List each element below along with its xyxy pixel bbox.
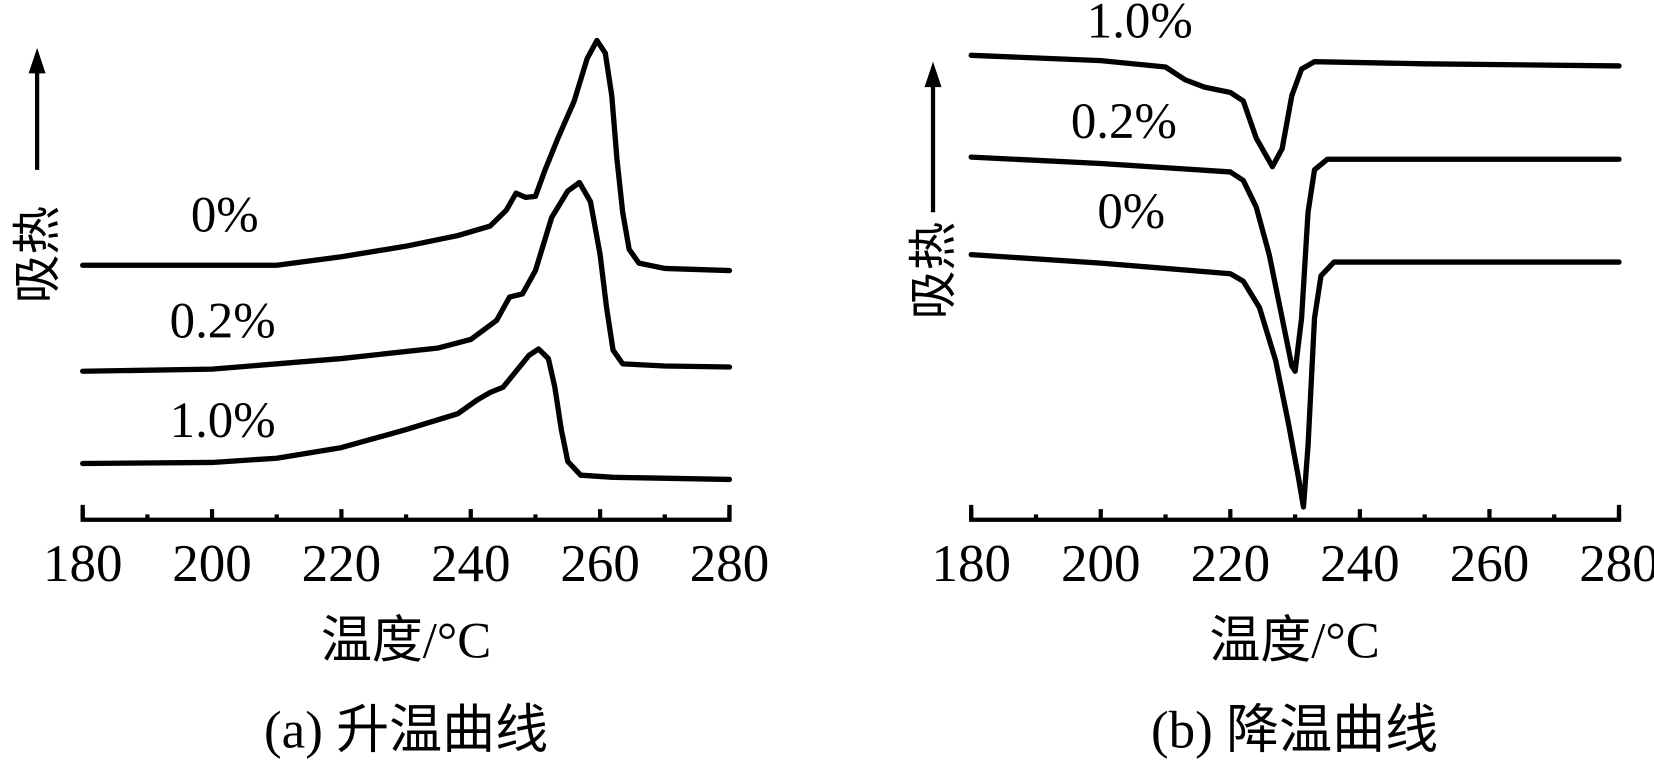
y-axis-label: 吸热 [907,222,961,320]
series-line-0pct [80,37,733,274]
x-tick-label: 180 [931,535,1011,593]
series-label: 0.2% [170,293,276,349]
x-tick-label: 240 [431,535,511,593]
x-tick-label: 260 [1450,535,1529,593]
x-tick-label: 200 [1061,535,1141,593]
series-label: 0% [1097,184,1165,240]
x-axis-label: 温度/°C [1209,614,1379,670]
series-line-0p2pct [968,154,1622,374]
x-tick-label: 260 [560,535,640,593]
arrow-up-icon [28,47,46,74]
x-tick-label: 180 [43,535,123,593]
x-tick-label: 220 [302,535,382,593]
panel-caption: (a) 升温曲线 [264,702,548,760]
x-tick-label: 280 [690,535,770,593]
series-label: 1.0% [1087,0,1193,49]
series-line-1p0pct [968,52,1622,170]
x-tick-label: 240 [1320,535,1400,593]
panel-heating-curves: 180 200 220 240 260 280 温度/°C (a) 升温曲线 吸热 0% 0.2% 1… [11,37,770,760]
series-label: 1.0% [170,393,276,449]
series-line-0pct [968,251,1622,510]
x-tick-label: 200 [172,535,252,593]
arrow-up-icon [924,61,942,88]
x-tick-label: 280 [1579,535,1654,593]
series-line-1p0pct [80,346,733,483]
series-line-0p2pct [80,179,733,374]
series-label: 0% [191,187,259,243]
x-axis-label: 温度/°C [321,614,491,670]
panel-caption: (b) 降温曲线 [1151,702,1438,760]
series-label: 0.2% [1071,94,1177,150]
x-tick-label: 220 [1191,535,1271,593]
panel-cooling-curves: 180 200 220 240 260 280 温度/°C (b) 降温曲线 吸热 1.0% 0.2… [907,0,1654,760]
y-axis-label: 吸热 [11,206,65,304]
